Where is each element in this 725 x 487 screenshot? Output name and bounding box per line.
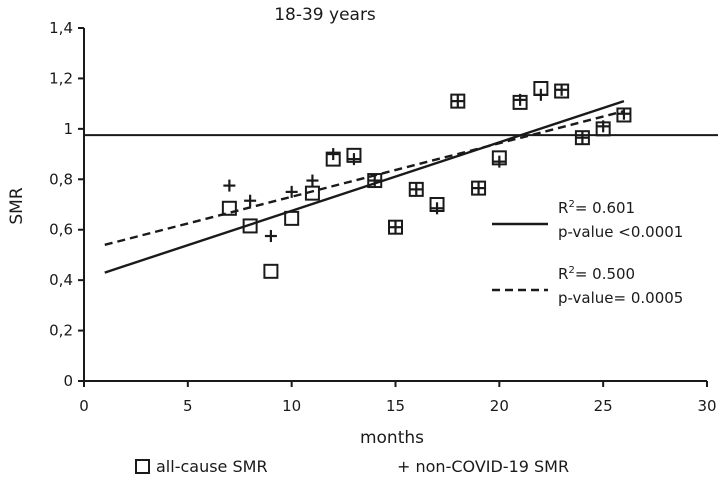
legend-all-cause-label: all-cause SMR — [156, 457, 268, 476]
point-non-covid — [347, 153, 360, 166]
x-tick-label: 30 — [697, 397, 716, 415]
point-non-covid — [617, 107, 630, 120]
x-tick-label: 20 — [490, 397, 509, 415]
x-axis-label: months — [360, 428, 424, 448]
y-tick-label: 1,4 — [49, 19, 73, 37]
point-all-cause — [574, 130, 590, 146]
chart-title: 18-39 years — [274, 5, 376, 25]
point-non-covid — [410, 183, 423, 196]
y-axis-label: SMR — [7, 187, 27, 224]
y-tick-label: 0,6 — [49, 221, 73, 239]
point-all-cause — [242, 218, 258, 234]
point-all-cause — [284, 210, 300, 226]
point-non-covid — [493, 155, 506, 168]
annotation-r2-non-covid: R2= 0.500 — [558, 265, 635, 283]
y-tick-label: 0,4 — [49, 271, 73, 289]
point-all-cause — [450, 93, 466, 109]
point-all-cause — [325, 151, 341, 167]
point-non-covid — [327, 148, 340, 161]
trend-lines — [104, 99, 625, 274]
y-tick-label: 1,2 — [49, 69, 73, 87]
point-all-cause — [533, 81, 549, 97]
x-tick-label: 5 — [183, 397, 193, 415]
annotation-p-non-covid: p-value= 0.0005 — [558, 289, 683, 307]
point-all-cause — [616, 107, 632, 123]
point-non-covid — [264, 230, 277, 243]
point-non-covid — [244, 194, 257, 207]
point-non-covid — [306, 174, 319, 187]
point-non-covid — [472, 182, 485, 195]
x-tick-label: 25 — [594, 397, 613, 415]
y-tick-labels: 0 0,2 0,4 0,6 0,8 1 1,2 1,4 — [49, 19, 73, 390]
point-all-cause — [346, 147, 362, 163]
x-tick-labels: 0 5 10 15 20 25 30 — [79, 397, 716, 415]
point-all-cause — [595, 121, 611, 137]
legend: all-cause SMR + non-COVID-19 SMR — [135, 457, 569, 476]
axes — [78, 27, 708, 387]
y-tick-label: 1 — [63, 120, 73, 138]
point-all-cause — [429, 197, 445, 212]
point-all-cause — [388, 219, 403, 235]
point-non-covid — [389, 221, 402, 234]
point-non-covid — [431, 202, 444, 215]
legend-non-covid-label: + non-COVID-19 SMR — [397, 457, 569, 476]
y-tick-label: 0,2 — [49, 322, 73, 340]
point-all-cause — [491, 150, 507, 166]
y-tick-label: 0,8 — [49, 170, 73, 188]
data-points — [221, 81, 632, 279]
x-tick-label: 0 — [79, 397, 89, 415]
annotation-all-cause: R2= 0.601 p-value <0.0001 — [492, 199, 683, 241]
point-non-covid — [285, 185, 298, 198]
trend-line-all-cause — [104, 99, 625, 274]
legend-square-icon — [135, 459, 150, 474]
trend-line-non-covid — [104, 110, 625, 247]
x-tick-label: 10 — [282, 397, 301, 415]
point-all-cause — [408, 181, 424, 197]
point-all-cause — [263, 263, 279, 279]
point-all-cause — [304, 185, 320, 201]
point-all-cause — [221, 200, 237, 216]
point-all-cause — [554, 83, 570, 99]
point-non-covid — [555, 83, 568, 96]
point-non-covid — [223, 179, 236, 192]
point-all-cause — [512, 94, 528, 110]
point-non-covid — [576, 131, 589, 144]
point-all-cause — [471, 180, 487, 196]
annotation-r2-all-cause: R2= 0.601 — [558, 199, 635, 217]
point-non-covid — [451, 95, 464, 108]
annotation-non-covid: R2= 0.500 p-value= 0.0005 — [492, 265, 683, 307]
y-tick-label: 0 — [63, 372, 73, 390]
annotation-p-all-cause: p-value <0.0001 — [558, 223, 683, 241]
point-non-covid — [368, 174, 381, 187]
point-all-cause — [367, 173, 383, 189]
x-tick-label: 15 — [386, 397, 405, 415]
